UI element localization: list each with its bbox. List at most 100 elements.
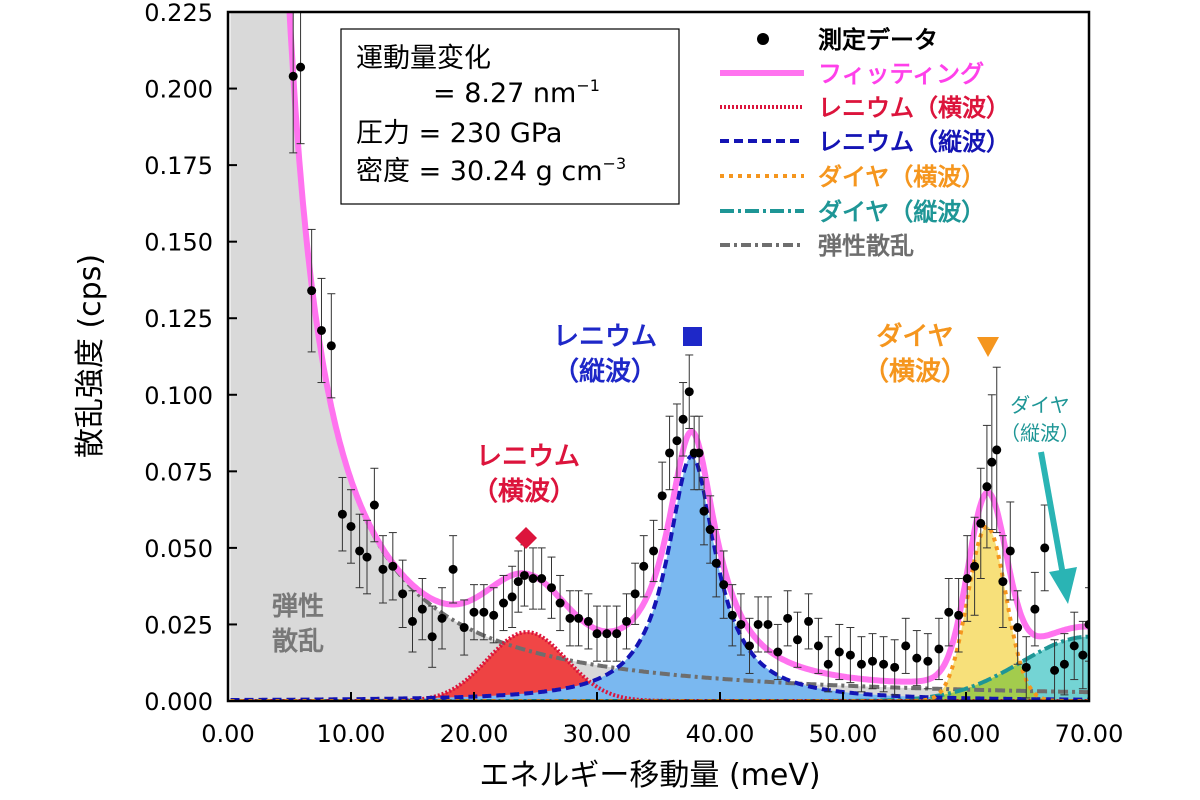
data-point: [678, 414, 688, 424]
data-point: [346, 521, 356, 531]
info-density-sup: −3: [603, 154, 627, 173]
data-point: [1040, 543, 1050, 553]
data-point: [699, 506, 709, 516]
x-axis-label: エネルギー移動量 (meV): [479, 758, 820, 793]
y-tick-label: 0.025: [144, 611, 213, 639]
axis-ticks: 0.00 10.00 20.00 30.00 40.00 50.00 60.00 70.00 0…: [144, 0, 1123, 748]
annot-re-la-line1: レニウム: [553, 322, 657, 352]
data-point: [1059, 659, 1069, 669]
x-tick-label: 0.00: [201, 720, 254, 748]
data-point: [705, 525, 715, 535]
legend-dia-la-label: ダイヤ（縦波）: [818, 198, 985, 226]
data-point: [773, 647, 783, 657]
data-point: [1013, 623, 1023, 633]
annot-dia-la-line1: ダイヤ: [1010, 393, 1069, 417]
info-momentum-value-text: = 8.27 nm: [433, 78, 576, 109]
data-point: [763, 619, 773, 629]
y-tick-label: 0.050: [144, 535, 213, 563]
data-point: [612, 629, 622, 639]
data-point: [672, 436, 682, 446]
data-point: [890, 662, 900, 672]
data-point: [507, 592, 517, 602]
data-point: [288, 71, 298, 81]
data-point: [962, 574, 972, 584]
data-point: [519, 570, 529, 580]
info-momentum-value-sup: −1: [576, 76, 600, 95]
data-point: [1069, 641, 1079, 651]
data-point: [1005, 546, 1015, 556]
x-tick-label: 40.00: [686, 720, 755, 748]
legend: 測定データ フィッティング レニウム（横波） レニウム（縦波） ダイヤ（横波） …: [720, 26, 1010, 260]
data-point: [868, 656, 878, 666]
data-point: [879, 659, 889, 669]
data-point: [417, 604, 427, 614]
y-tick-label: 0.150: [144, 229, 213, 257]
data-point: [684, 387, 694, 397]
annot-re-ta-line1: レニウム: [476, 442, 580, 472]
data-point: [1021, 662, 1031, 672]
data-point: [719, 580, 729, 590]
data-point: [856, 659, 866, 669]
fit-curve: [286, 12, 1089, 685]
data-point: [378, 564, 388, 574]
x-tick-label: 20.00: [440, 720, 509, 748]
data-point: [369, 500, 379, 510]
data-point: [813, 641, 823, 651]
x-tick-label: 50.00: [809, 720, 878, 748]
data-point: [665, 448, 675, 458]
data-point: [711, 558, 721, 568]
x-tick-label: 30.00: [563, 720, 632, 748]
data-point: [639, 561, 649, 571]
data-point: [753, 619, 763, 629]
data-point: [602, 629, 612, 639]
data-point: [998, 577, 1008, 587]
legend-measured-label: 測定データ: [818, 26, 938, 54]
legend-fit-label: フィッティング: [818, 60, 984, 88]
y-tick-label: 0.125: [144, 305, 213, 333]
data-point: [537, 574, 547, 584]
y-tick-label: 0.075: [144, 458, 213, 486]
data-point: [489, 610, 499, 620]
annot-dia-la-line2: （縦波）: [1000, 421, 1080, 445]
data-point: [355, 546, 365, 556]
component-curves: [230, 12, 1089, 701]
data-point: [479, 607, 489, 617]
info-pressure: 圧力 = 230 GPa: [356, 118, 562, 149]
data-point: [845, 650, 855, 660]
elastic-area: [230, 12, 1089, 701]
data-point: [727, 610, 737, 620]
y-tick-label: 0.175: [144, 152, 213, 180]
component-fills: [230, 12, 1089, 701]
data-point: [649, 546, 659, 556]
data-point: [574, 613, 584, 623]
data-point: [804, 616, 814, 626]
data-point: [901, 641, 911, 651]
measured-points: [288, 12, 1089, 701]
data-point: [546, 583, 556, 593]
data-point: [923, 656, 933, 666]
data-point: [592, 629, 602, 639]
info-density: 密度 = 30.24 g cm−3: [356, 154, 626, 187]
data-point: [630, 589, 640, 599]
re-la-area: [230, 456, 1089, 701]
data-point: [1078, 650, 1088, 660]
dia-overlap-area: [230, 662, 1089, 701]
x-tick-label: 70.00: [1055, 720, 1124, 748]
dia-la-arrow-head: [1049, 567, 1077, 604]
legend-re-la-label: レニウム（縦波）: [818, 128, 1010, 156]
plot-frame: [226, 10, 1091, 703]
x-tick-label: 60.00: [932, 720, 1001, 748]
data-point: [944, 607, 954, 617]
data-point: [834, 647, 844, 657]
data-point: [427, 632, 437, 642]
data-point: [499, 598, 509, 608]
data-point: [362, 552, 372, 562]
y-tick-label: 0.000: [144, 688, 213, 716]
data-point: [326, 341, 336, 351]
data-point: [316, 325, 326, 335]
data-point: [296, 62, 306, 72]
data-point: [448, 564, 458, 574]
data-point: [736, 619, 746, 629]
data-point: [823, 659, 833, 669]
